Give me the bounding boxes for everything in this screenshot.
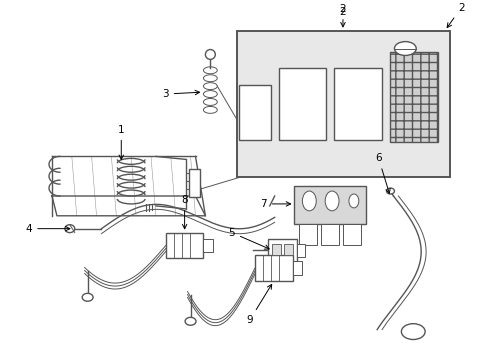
Text: 6: 6 xyxy=(374,153,389,193)
Text: 2: 2 xyxy=(339,7,346,17)
Bar xyxy=(203,239,213,252)
Bar xyxy=(299,224,317,246)
Text: 1: 1 xyxy=(118,125,124,159)
Ellipse shape xyxy=(185,318,196,325)
Bar xyxy=(342,224,360,246)
Ellipse shape xyxy=(203,99,217,105)
Bar xyxy=(283,243,292,255)
Bar xyxy=(333,68,381,140)
Bar xyxy=(267,239,297,262)
Bar xyxy=(292,261,302,275)
Bar xyxy=(165,233,203,258)
Text: 9: 9 xyxy=(246,284,271,325)
Bar xyxy=(188,169,200,197)
Ellipse shape xyxy=(203,91,217,98)
Ellipse shape xyxy=(348,194,358,208)
Ellipse shape xyxy=(203,75,217,82)
Ellipse shape xyxy=(82,293,93,301)
Ellipse shape xyxy=(325,191,338,211)
Ellipse shape xyxy=(203,107,217,113)
Ellipse shape xyxy=(203,83,217,90)
Bar xyxy=(278,68,325,140)
Bar xyxy=(271,243,280,255)
Text: 7: 7 xyxy=(260,199,290,209)
Ellipse shape xyxy=(203,67,217,74)
Bar xyxy=(390,53,437,141)
Ellipse shape xyxy=(401,324,424,339)
Ellipse shape xyxy=(302,191,316,211)
Text: 8: 8 xyxy=(181,195,187,229)
Text: 5: 5 xyxy=(228,228,268,249)
Text: 2: 2 xyxy=(339,4,346,27)
Bar xyxy=(321,224,338,246)
Ellipse shape xyxy=(205,50,215,59)
Bar xyxy=(297,243,305,257)
Bar xyxy=(237,31,449,177)
Bar xyxy=(254,255,292,281)
Ellipse shape xyxy=(386,188,394,194)
Bar xyxy=(294,186,365,224)
Ellipse shape xyxy=(65,225,75,233)
Bar xyxy=(239,85,270,140)
Ellipse shape xyxy=(394,42,415,55)
Text: 3: 3 xyxy=(162,89,199,99)
Text: 4: 4 xyxy=(25,224,70,234)
Text: 2: 2 xyxy=(446,3,464,28)
